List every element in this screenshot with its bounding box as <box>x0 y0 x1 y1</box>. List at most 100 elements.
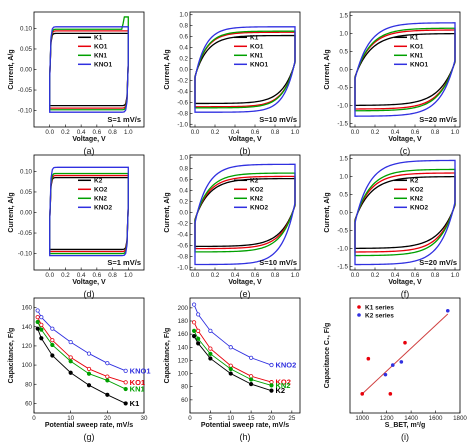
panel-label: (h) <box>240 432 251 442</box>
y-tick-label: 160 <box>178 331 189 338</box>
data-point <box>123 386 128 392</box>
x-axis-label: Voltage, V <box>388 136 422 143</box>
plot-area <box>194 26 296 113</box>
data-point <box>68 359 73 364</box>
y-tick-label: -0.6 <box>177 242 188 249</box>
y-tick-label: 0.0 <box>179 67 188 74</box>
legend-label: KO2 <box>410 187 424 194</box>
cv-curve-ko1 <box>49 30 129 109</box>
y-tick-label: 0.6 <box>179 177 188 184</box>
data-point <box>86 371 92 376</box>
x-tick-label: 0.6 <box>251 272 260 279</box>
plot-frame <box>349 154 461 271</box>
y-tick-label: 1.0 <box>179 155 188 162</box>
y-tick-label: -0.6 <box>177 99 188 106</box>
legend-label: K2 <box>250 178 259 185</box>
legend-label: K1 series <box>365 304 394 311</box>
x-tick-label: 20 <box>268 415 275 422</box>
cv-curve-kno1 <box>354 22 456 117</box>
legend-label: KNO1 <box>410 62 428 69</box>
panel-d: 0.0 0.2 0.4 0.6 0.8 1.0 -0.10 -0.05 0.00 0.05 0.10… <box>8 154 145 299</box>
x-tick-label: 1600 <box>429 415 443 422</box>
x-tick-label: 10 <box>227 415 234 422</box>
x-tick-label: 1800 <box>453 415 467 422</box>
data-point <box>390 363 395 367</box>
x-tick-label: 0 <box>32 415 36 422</box>
data-point <box>191 328 197 333</box>
cv-curve-k1 <box>49 32 129 107</box>
y-axis-label: Current, A/g <box>164 192 171 232</box>
panel-label: (i) <box>401 432 409 442</box>
scan-rate-annotation: S=10 mV/s <box>259 258 297 267</box>
legend-label: KO2 <box>94 187 108 194</box>
x-tick-label: 0.6 <box>411 272 420 279</box>
x-tick-label: 20 <box>104 415 111 422</box>
y-tick-label: 140 <box>22 324 33 331</box>
panel-e: 0.0 0.2 0.4 0.6 0.8 1.0 -1.0 -0.8 -0.6 -0.4 -0.2 0.… <box>164 154 301 299</box>
y-tick-label: 0.00 <box>20 67 33 74</box>
x-tick-label: 0.4 <box>77 129 86 136</box>
data-point <box>445 308 450 313</box>
x-tick-label: 0.4 <box>77 272 86 279</box>
panel-label: (a) <box>84 146 95 156</box>
data-point <box>35 315 40 320</box>
scan-rate-annotation: S=10 mV/s <box>259 115 297 124</box>
data-point <box>105 361 110 366</box>
y-tick-label: 0.0 <box>179 210 188 217</box>
data-point <box>249 377 254 382</box>
cv-curve-ko2 <box>49 174 129 253</box>
x-tick-label: 0 <box>188 415 192 422</box>
panel-label: (d) <box>84 289 95 299</box>
legend-label: K2 series <box>365 312 394 319</box>
series-end-label: KNO2 <box>275 361 296 370</box>
x-tick-label: 5 <box>209 415 213 422</box>
data-point <box>105 378 110 383</box>
cv-curve-kno2 <box>49 166 129 257</box>
y-tick-label: 0.4 <box>179 45 188 52</box>
data-point <box>123 401 128 406</box>
legend-label: KNO1 <box>94 62 112 69</box>
series-line-kn2 <box>193 330 272 386</box>
data-point <box>50 353 55 358</box>
data-point <box>388 392 393 396</box>
y-tick-label: 80 <box>25 381 32 388</box>
y-tick-label: -1.0 <box>337 102 348 109</box>
cv-curve-kn1 <box>194 30 296 109</box>
plot-frame <box>189 11 301 128</box>
y-tick-label: 0.05 <box>20 189 33 196</box>
y-tick-label: 200 <box>178 305 189 312</box>
x-tick-label: 0.0 <box>45 272 54 279</box>
data-point <box>228 345 233 350</box>
legend-label: KNO2 <box>410 205 428 212</box>
data-point <box>39 336 44 341</box>
x-tick-label: 0.8 <box>108 129 117 136</box>
data-point <box>39 315 44 320</box>
y-tick-label: 0.6 <box>179 34 188 41</box>
y-tick-label: 0.4 <box>179 188 188 195</box>
y-tick-label: -0.5 <box>337 227 348 234</box>
x-tick-label: 0.0 <box>351 272 360 279</box>
x-tick-label: 1200 <box>380 415 394 422</box>
panel-g: 0 10 20 30 60 80 100 120 140 160 Potential sweep r… <box>8 297 151 442</box>
x-tick-label: 10 <box>67 415 74 422</box>
data-point <box>196 328 201 333</box>
x-axis-label: S_BET, m²/g <box>385 422 425 429</box>
plot-area <box>194 163 296 266</box>
x-tick-label: 1400 <box>404 415 418 422</box>
y-tick-label: 1.5 <box>339 156 348 163</box>
x-tick-label: 0.8 <box>271 272 280 279</box>
data-point <box>39 322 44 327</box>
y-tick-label: 120 <box>178 357 189 364</box>
x-tick-label: 0.8 <box>431 272 440 279</box>
legend-label: KNO2 <box>94 205 112 212</box>
y-axis-label: Current, A/g <box>164 49 171 89</box>
plot-area <box>49 166 129 257</box>
y-tick-label: 0.5 <box>339 49 348 56</box>
legend-label: K2 <box>94 178 103 185</box>
data-point <box>399 360 404 364</box>
series-end-label: K1 <box>130 399 140 408</box>
x-tick-label: 0.2 <box>211 272 220 279</box>
y-axis-label: Current, A/g <box>8 192 15 232</box>
legend-label: KN1 <box>410 53 423 60</box>
plot-area <box>49 16 129 113</box>
